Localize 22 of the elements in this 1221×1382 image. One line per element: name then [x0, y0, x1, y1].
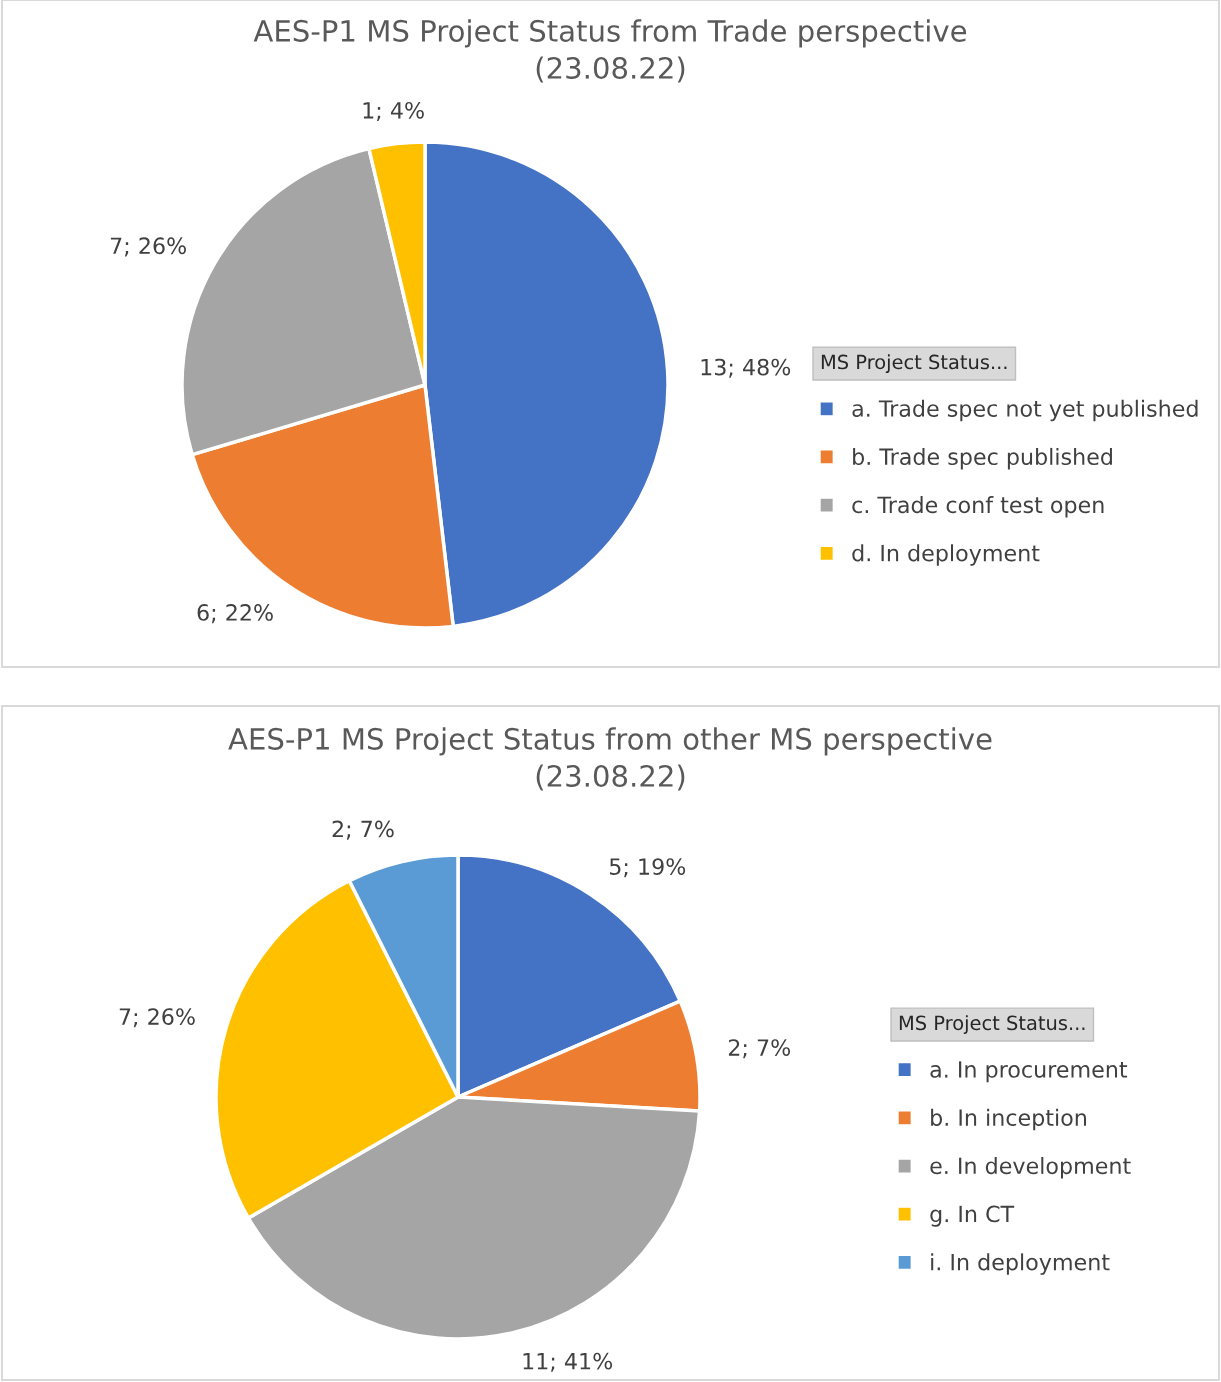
- legend-label: b. Trade spec published: [853, 447, 1112, 470]
- data-label: 11; 41%: [523, 1352, 613, 1372]
- legend-label: g. In CT: [930, 1205, 1015, 1227]
- data-label: 6; 22%: [197, 604, 273, 624]
- data-label: 2; 7%: [728, 1039, 791, 1059]
- legend-label: a. Trade spec not yet published: [852, 399, 1198, 422]
- legend-label: d. In deployment: [852, 544, 1040, 566]
- data-label: 7; 26%: [119, 1008, 195, 1028]
- legend-title: MS Project Status...: [899, 1015, 1085, 1034]
- legend-label: b. In inception: [931, 1108, 1086, 1131]
- data-label: 5; 19%: [609, 858, 686, 878]
- legend-title: MS Project Status...: [821, 354, 1007, 374]
- data-label: 2; 7%: [332, 820, 394, 840]
- legend-label: i. In deployment: [931, 1253, 1110, 1275]
- data-label: 13; 48%: [701, 358, 791, 378]
- data-label: 7; 26%: [110, 237, 186, 257]
- legend-label: a. In procurement: [930, 1061, 1128, 1083]
- chart-title: AES-P1 MS Project Status from other MS perspective (23.08.22): [228, 727, 992, 791]
- legend-label: e. In development: [930, 1156, 1131, 1179]
- data-label: 1; 4%: [363, 101, 424, 121]
- legend-label: c. Trade conf test open: [852, 496, 1104, 518]
- chart-title: AES-P1 MS Project Status from Trade perspective (23.08.22): [253, 19, 967, 83]
